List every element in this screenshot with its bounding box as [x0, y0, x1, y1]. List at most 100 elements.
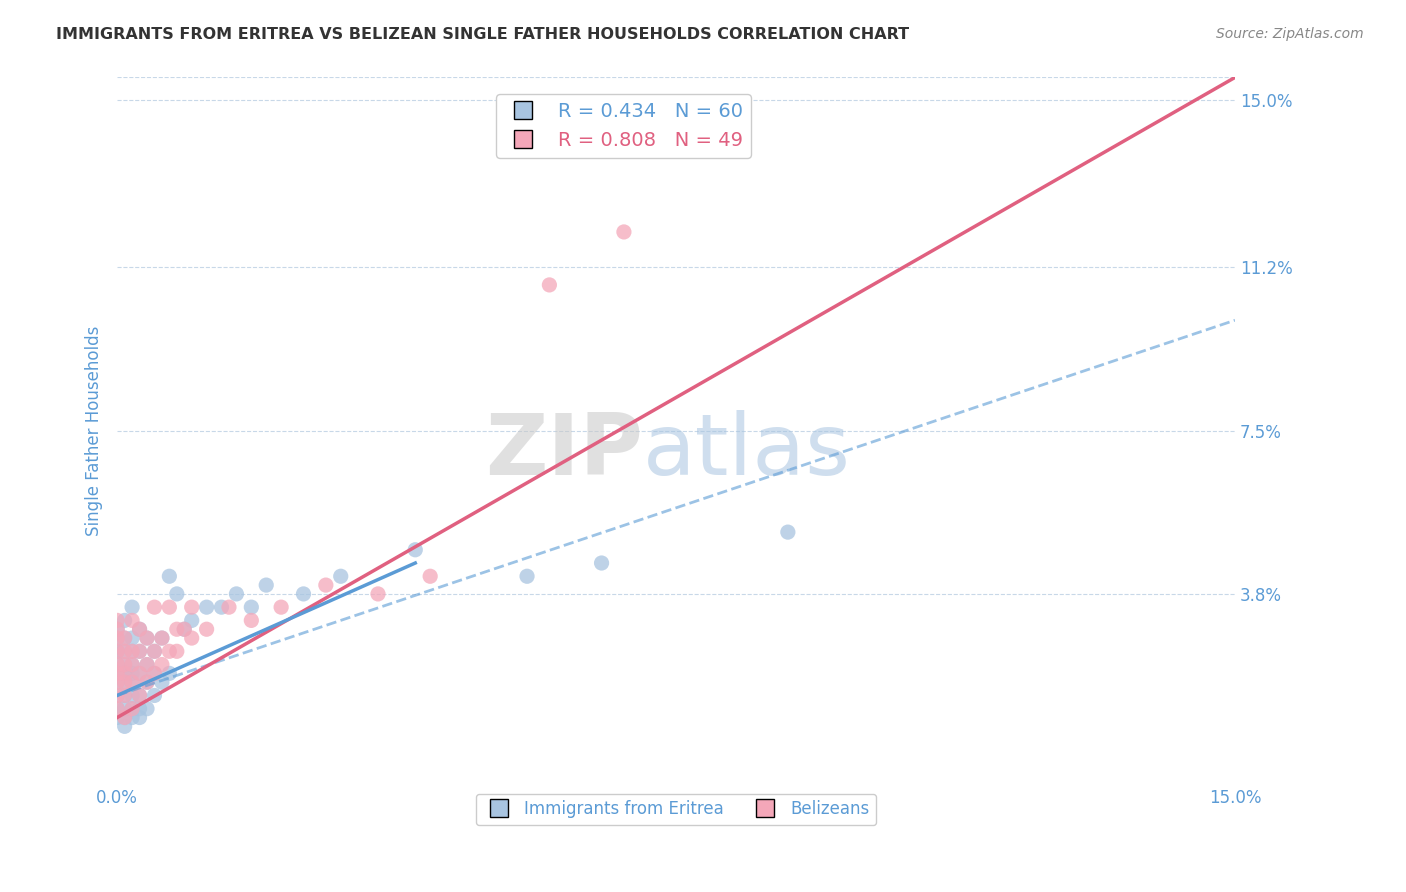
Point [121, 666, 143, 681]
Point [157, 600, 180, 615]
Point [105, 689, 128, 703]
Point [173, 622, 195, 636]
Point [195, 600, 218, 615]
Point [114, 719, 136, 733]
Point [105, 689, 128, 703]
Point [128, 701, 150, 715]
Point [166, 644, 188, 658]
Point [195, 622, 218, 636]
Point [240, 614, 263, 628]
Point [121, 600, 143, 615]
Point [105, 657, 128, 672]
Point [538, 277, 561, 292]
Point [157, 666, 180, 681]
Point [136, 657, 159, 672]
Point [121, 657, 143, 672]
Text: IMMIGRANTS FROM ERITREA VS BELIZEAN SINGLE FATHER HOUSEHOLDS CORRELATION CHART: IMMIGRANTS FROM ERITREA VS BELIZEAN SING… [56, 27, 910, 42]
Point [114, 657, 136, 672]
Point [180, 631, 202, 645]
Point [121, 710, 143, 724]
Point [121, 631, 143, 645]
Point [150, 657, 173, 672]
Point [105, 644, 128, 658]
Point [157, 644, 180, 658]
Point [128, 666, 150, 681]
Point [114, 644, 136, 658]
Point [240, 600, 263, 615]
Point [166, 622, 188, 636]
Point [315, 578, 337, 592]
Point [143, 689, 166, 703]
Point [114, 689, 136, 703]
Point [105, 701, 128, 715]
Point [128, 622, 150, 636]
Point [121, 701, 143, 715]
Point [121, 701, 143, 715]
Point [143, 644, 166, 658]
Point [218, 600, 240, 615]
Point [136, 631, 159, 645]
Point [150, 675, 173, 690]
Point [128, 689, 150, 703]
Point [121, 644, 143, 658]
Point [105, 710, 128, 724]
Point [136, 657, 159, 672]
Point [105, 701, 128, 715]
Point [105, 622, 128, 636]
Point [128, 710, 150, 724]
Text: ZIP: ZIP [485, 410, 643, 493]
Point [105, 675, 128, 690]
Point [105, 666, 128, 681]
Point [128, 622, 150, 636]
Legend: Immigrants from Eritrea, Belizeans: Immigrants from Eritrea, Belizeans [475, 794, 876, 825]
Point [136, 701, 159, 715]
Point [105, 666, 128, 681]
Point [114, 701, 136, 715]
Point [121, 614, 143, 628]
Point [157, 569, 180, 583]
Point [128, 689, 150, 703]
Point [143, 666, 166, 681]
Point [329, 569, 352, 583]
Point [105, 631, 128, 645]
Point [404, 542, 426, 557]
Point [114, 657, 136, 672]
Point [114, 644, 136, 658]
Point [114, 710, 136, 724]
Point [105, 644, 128, 658]
Point [516, 569, 538, 583]
Point [121, 644, 143, 658]
Text: Source: ZipAtlas.com: Source: ZipAtlas.com [1216, 27, 1364, 41]
Point [143, 600, 166, 615]
Point [776, 525, 799, 540]
Point [114, 631, 136, 645]
Text: atlas: atlas [643, 410, 851, 493]
Point [114, 689, 136, 703]
Point [136, 631, 159, 645]
Point [136, 675, 159, 690]
Point [121, 657, 143, 672]
Point [114, 675, 136, 690]
Point [419, 569, 441, 583]
Point [367, 587, 389, 601]
Point [225, 587, 247, 601]
Point [114, 614, 136, 628]
Point [128, 666, 150, 681]
Point [105, 644, 128, 658]
Point [114, 631, 136, 645]
Point [121, 689, 143, 703]
Point [105, 614, 128, 628]
Point [136, 675, 159, 690]
Point [143, 666, 166, 681]
Point [292, 587, 315, 601]
Point [114, 675, 136, 690]
Y-axis label: Single Father Households: Single Father Households [86, 326, 103, 536]
Point [105, 622, 128, 636]
Point [121, 675, 143, 690]
Point [128, 644, 150, 658]
Point [613, 225, 636, 239]
Point [105, 657, 128, 672]
Point [270, 600, 292, 615]
Point [254, 578, 277, 592]
Point [114, 710, 136, 724]
